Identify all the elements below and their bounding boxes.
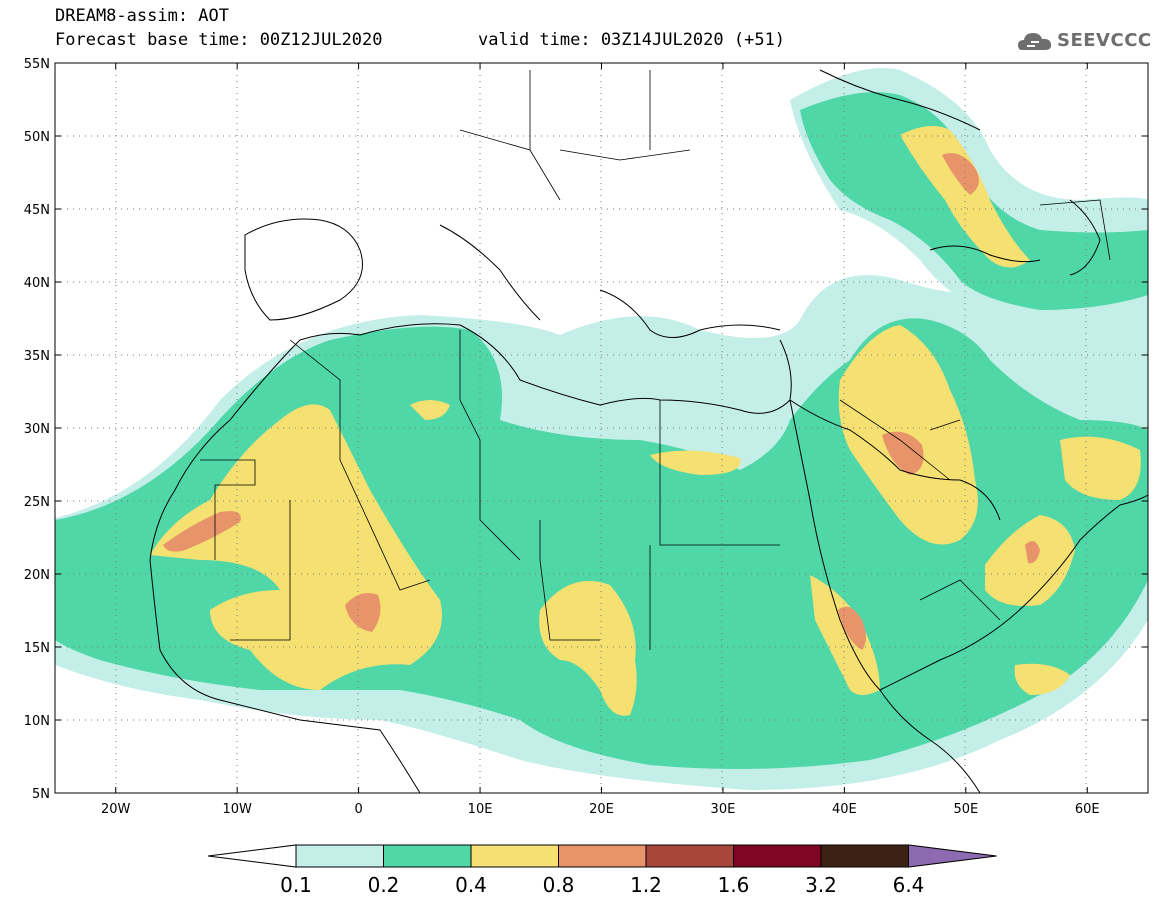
aot-band-0.8-yemen bbox=[838, 606, 866, 650]
lat-label-40N: 40N bbox=[24, 276, 50, 291]
logo-text: SEEVCCC bbox=[1057, 30, 1152, 51]
lat-label-5N: 5N bbox=[32, 787, 50, 802]
colorbar-lower-extension bbox=[207, 844, 297, 868]
colorbar-label: 0.1 bbox=[280, 873, 312, 897]
map-title: DREAM8-assim: AOT bbox=[55, 6, 229, 26]
lon-label-30E: 30E bbox=[711, 802, 736, 817]
aot-band-0.8-caspian bbox=[942, 153, 979, 195]
aot-band-0.4-central bbox=[539, 580, 637, 716]
lat-label-35N: 35N bbox=[24, 349, 50, 364]
colorbar-label: 0.4 bbox=[455, 873, 487, 897]
colorbar-segment bbox=[295, 844, 384, 868]
lat-label-10N: 10N bbox=[24, 714, 50, 729]
lon-label-20E: 20E bbox=[589, 802, 614, 817]
colorbar-label: 3.2 bbox=[805, 873, 837, 897]
colorbar-label: 1.2 bbox=[630, 873, 662, 897]
axis-ticks bbox=[55, 62, 1148, 794]
colorbar-labels: 0.1 0.2 0.4 0.8 1.2 1.6 3.2 6.4 bbox=[280, 873, 924, 897]
aot-band-0.4-libya bbox=[650, 450, 741, 475]
forecast-base-time: Forecast base time: 00Z12JUL2020 bbox=[55, 30, 383, 50]
lat-label-25N: 25N bbox=[24, 495, 50, 510]
colorbar-label: 6.4 bbox=[893, 873, 925, 897]
lon-label-20W: 20W bbox=[101, 802, 131, 817]
lon-label-0: 0 bbox=[354, 802, 362, 817]
lat-label-55N: 55N bbox=[24, 57, 50, 72]
aot-band-0.4-iran bbox=[1060, 436, 1141, 500]
aot-band-0.4-somalia bbox=[1014, 663, 1070, 695]
lat-label-20N: 20N bbox=[24, 568, 50, 583]
colorbar-label: 0.2 bbox=[368, 873, 400, 897]
colorbar-upper-extension bbox=[908, 844, 997, 868]
colorbar-label: 0.8 bbox=[543, 873, 575, 897]
longitude-labels: 20W 10W 0 10E 20E 30E 40E 50E 60E bbox=[101, 802, 1100, 817]
latitude-labels: 55N 50N 45N 40N 35N 30N 25N 20N 15N 10N 5N bbox=[24, 57, 50, 802]
colorbar-segment bbox=[558, 844, 647, 868]
lon-label-50E: 50E bbox=[953, 802, 978, 817]
aot-band-0.4-yemen bbox=[810, 575, 880, 695]
lat-label-30N: 30N bbox=[24, 422, 50, 437]
lat-label-15N: 15N bbox=[24, 641, 50, 656]
valid-time: valid time: 03Z14JUL2020 (+51) bbox=[478, 30, 786, 50]
lon-label-10W: 10W bbox=[222, 802, 252, 817]
lat-label-45N: 45N bbox=[24, 203, 50, 218]
aot-band-0.8-oman bbox=[1025, 541, 1040, 564]
colorbar-segment bbox=[645, 844, 734, 868]
colorbar-segment bbox=[820, 844, 909, 868]
colorbar-label: 1.6 bbox=[718, 873, 750, 897]
aot-band-0.4-caspian bbox=[900, 126, 1030, 268]
lat-label-50N: 50N bbox=[24, 130, 50, 145]
lon-label-40E: 40E bbox=[832, 802, 857, 817]
aot-band-0.8-arabia bbox=[882, 431, 924, 475]
colorbar-segment bbox=[733, 844, 822, 868]
lon-label-10E: 10E bbox=[468, 802, 493, 817]
map-grid bbox=[55, 63, 1148, 793]
aot-band-0.8-mauritania bbox=[163, 511, 241, 552]
coastlines bbox=[149, 69, 1148, 793]
aot-band-0.4-sahara bbox=[410, 400, 450, 420]
cloud-icon bbox=[1018, 33, 1052, 50]
country-borders bbox=[200, 70, 1111, 650]
lon-label-60E: 60E bbox=[1075, 802, 1100, 817]
colorbar bbox=[207, 844, 997, 868]
colorbar-segment bbox=[383, 844, 472, 868]
aot-band-0.8-niger bbox=[345, 592, 381, 632]
colorbar-segment bbox=[470, 844, 559, 868]
